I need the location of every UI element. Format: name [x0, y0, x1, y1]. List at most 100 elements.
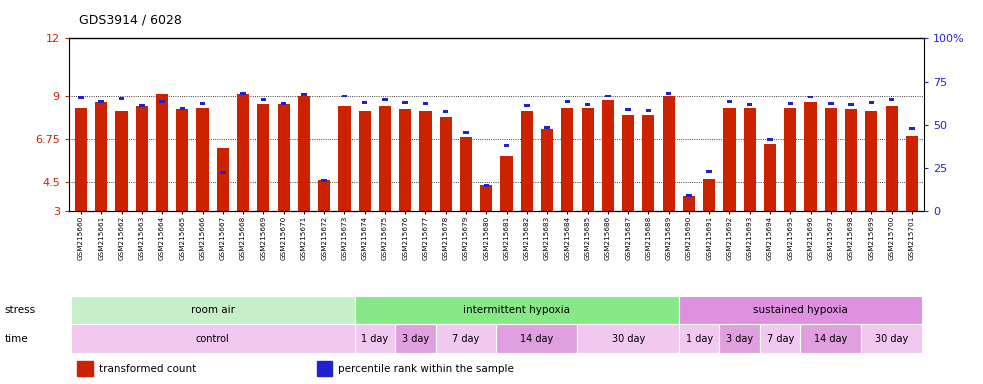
Bar [720, 324, 760, 353]
Bar [260, 98, 266, 101]
Bar [909, 127, 914, 130]
Bar [220, 171, 225, 174]
Bar [804, 102, 817, 211]
Text: 7 day: 7 day [452, 334, 480, 344]
Text: time: time [5, 334, 29, 344]
Bar [861, 324, 922, 353]
Bar [561, 109, 573, 211]
Bar [869, 101, 874, 104]
Bar [679, 324, 720, 353]
Bar [277, 104, 290, 211]
Bar [359, 111, 371, 211]
Bar [481, 185, 492, 211]
Bar [686, 194, 692, 197]
Bar [159, 100, 165, 103]
Bar [71, 296, 355, 324]
Bar [665, 92, 671, 94]
Bar [420, 111, 432, 211]
Bar [577, 324, 679, 353]
Bar [504, 144, 509, 147]
Bar [355, 324, 395, 353]
Bar [905, 136, 918, 211]
Bar [642, 115, 655, 211]
Bar [784, 108, 796, 211]
Bar [317, 361, 332, 376]
Bar [845, 109, 857, 211]
Text: 7 day: 7 day [767, 334, 793, 344]
Bar [744, 108, 756, 211]
Bar [889, 98, 895, 101]
Bar [768, 138, 773, 141]
Text: 30 day: 30 day [611, 334, 645, 344]
Bar [800, 324, 861, 353]
Bar [683, 196, 695, 211]
Bar [78, 361, 92, 376]
Bar [115, 111, 128, 211]
Bar [500, 156, 512, 211]
Bar [625, 108, 631, 111]
Text: control: control [196, 334, 230, 344]
Text: 30 day: 30 day [875, 334, 908, 344]
Bar [200, 102, 205, 105]
Bar [435, 324, 496, 353]
Text: GDS3914 / 6028: GDS3914 / 6028 [79, 14, 182, 27]
Bar [241, 92, 246, 94]
Bar [726, 100, 732, 103]
Bar [395, 324, 435, 353]
Bar [602, 100, 614, 211]
Bar [848, 103, 854, 106]
Bar [787, 102, 793, 105]
Bar [156, 94, 168, 211]
Bar [139, 104, 145, 107]
Bar [443, 110, 448, 113]
Bar [176, 109, 189, 211]
Bar [281, 102, 286, 105]
Bar [886, 106, 897, 211]
Bar [71, 324, 355, 353]
Bar [98, 100, 104, 103]
Bar [622, 115, 634, 211]
Bar [378, 106, 391, 211]
Text: stress: stress [5, 305, 36, 315]
Bar [463, 131, 469, 134]
Text: 3 day: 3 day [726, 334, 753, 344]
Bar [865, 111, 878, 211]
Text: room air: room air [191, 305, 235, 315]
Bar [321, 179, 327, 182]
Bar [362, 101, 368, 104]
Bar [825, 108, 837, 211]
Bar [646, 109, 651, 112]
Bar [216, 148, 229, 211]
Bar [703, 179, 716, 211]
Bar [524, 104, 530, 107]
Bar [484, 184, 489, 187]
Bar [95, 102, 107, 211]
Bar [723, 108, 735, 211]
Text: sustained hypoxia: sustained hypoxia [753, 305, 847, 315]
Text: 3 day: 3 day [402, 334, 429, 344]
Bar [338, 106, 351, 211]
Bar [541, 129, 553, 211]
Bar [585, 103, 591, 106]
Bar [564, 100, 570, 103]
Bar [197, 108, 208, 211]
Bar [258, 104, 269, 211]
Bar [663, 96, 674, 211]
Bar [496, 324, 577, 353]
Text: transformed count: transformed count [98, 364, 196, 374]
Bar [402, 101, 408, 104]
Bar [679, 296, 922, 324]
Text: 1 day: 1 day [362, 334, 388, 344]
Text: intermittent hypoxia: intermittent hypoxia [463, 305, 570, 315]
Bar [342, 94, 347, 98]
Bar [79, 96, 84, 99]
Bar [439, 117, 452, 211]
Bar [399, 109, 411, 211]
Bar [298, 96, 310, 211]
Bar [301, 93, 307, 96]
Bar [828, 102, 834, 105]
Bar [707, 170, 712, 173]
Bar [808, 96, 813, 98]
Bar [237, 94, 249, 211]
Bar [521, 111, 533, 211]
